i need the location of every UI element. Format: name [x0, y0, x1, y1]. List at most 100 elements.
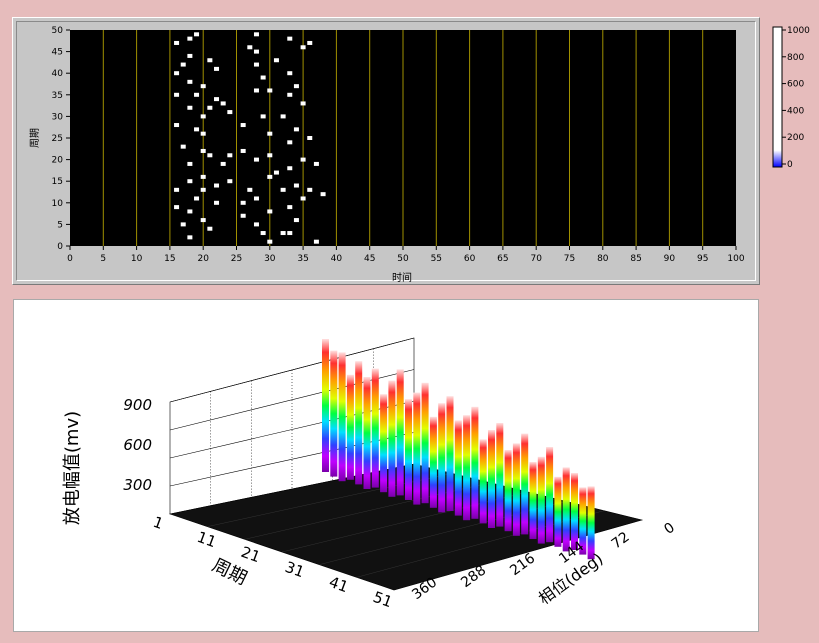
x-tick-label: 0: [67, 254, 73, 264]
y-tick-label: 5: [57, 220, 63, 230]
intensity-point: [174, 40, 180, 45]
3d-bar: [496, 423, 504, 527]
intensity-point: [293, 127, 299, 132]
intensity-point: [207, 226, 213, 231]
y-axis-ticks: 0 5 10 15 20 25 30 35 40 45 50: [52, 26, 70, 252]
intensity-point: [320, 192, 326, 197]
intensity-point: [187, 79, 193, 84]
color-scale-ticks: 1000 800 600 400 200 0: [782, 26, 810, 170]
3d-bar: [454, 420, 462, 516]
3d-bar: [363, 377, 371, 489]
3d-plot-panel: 900 600 300 1 11 21 31 41 51 0 72 144 216 288 360 放电…: [13, 299, 759, 632]
intensity-point: [220, 161, 226, 166]
y-tick-label: 45: [52, 48, 63, 58]
3d-bar: [421, 382, 429, 504]
z-tick-label: 900: [123, 396, 152, 414]
intensity-point: [287, 71, 293, 76]
intensity-point: [287, 36, 293, 41]
y-tick-label: 35: [52, 91, 63, 101]
intensity-point: [287, 231, 293, 236]
intensity-point: [267, 239, 273, 244]
z-tick-label: 300: [123, 476, 152, 494]
intensity-point: [280, 187, 286, 192]
color-scale-legend[interactable]: 1000 800 600 400 200 0: [770, 22, 819, 172]
intensity-point: [273, 58, 279, 63]
3d-bar: [355, 361, 363, 485]
x-tick-label: 75: [564, 254, 575, 264]
x-tick-label: 60: [464, 254, 476, 264]
intensity-point: [174, 71, 180, 76]
intensity-point: [194, 32, 200, 37]
3d-bar: [587, 486, 595, 560]
intensity-graph[interactable]: 0 5 10 15 20 25 30 35 40 45 50 55 60 65 70 75 80 85 90 95 10…: [13, 18, 761, 286]
intensity-point: [253, 196, 259, 201]
intensity-point: [247, 187, 253, 192]
cycle-tick-label: 1: [151, 513, 166, 533]
z-axis-label: 放电幅值(mv): [62, 411, 83, 525]
intensity-point: [227, 179, 233, 184]
intensity-point: [200, 131, 206, 136]
color-scale-tick-label: 0: [787, 160, 793, 170]
intensity-point: [280, 231, 286, 236]
3d-bar: [413, 392, 421, 505]
intensity-point: [214, 97, 220, 102]
intensity-point: [174, 187, 180, 192]
3d-bar: [330, 350, 338, 477]
intensity-point: [293, 218, 299, 223]
3d-bar: [338, 352, 346, 482]
intensity-point: [180, 144, 186, 149]
z-axis-ticks: 900 600 300: [123, 396, 152, 494]
3d-bar: [504, 450, 512, 532]
3d-bar: [388, 380, 396, 497]
intensity-point: [174, 205, 180, 210]
3d-bar: [546, 447, 554, 543]
intensity-point: [267, 153, 273, 158]
x-tick-label: 100: [727, 254, 744, 264]
3d-bar: [512, 443, 520, 536]
3d-bar: [537, 456, 545, 544]
3d-bar: [380, 394, 388, 493]
x-tick-label: 20: [197, 254, 209, 264]
y-tick-label: 0: [57, 242, 63, 252]
3d-bar: [396, 369, 404, 496]
color-scale-bar: [772, 26, 783, 168]
y-tick-label: 10: [52, 199, 64, 209]
x-tick-label: 35: [297, 254, 308, 264]
x-axis-label: 时间: [392, 271, 412, 284]
x-tick-label: 5: [100, 254, 106, 264]
intensity-point: [287, 140, 293, 145]
intensity-point: [267, 88, 273, 93]
intensity-graph-panel: 0 5 10 15 20 25 30 35 40 45 50 55 60 65 70 75 80 85 90 95 10…: [12, 17, 760, 285]
intensity-point: [293, 84, 299, 89]
3d-bar: [471, 406, 479, 519]
3d-bar: [479, 439, 487, 524]
3d-bar: [554, 476, 562, 547]
intensity-point: [313, 161, 319, 166]
intensity-point: [300, 196, 306, 201]
intensity-point: [260, 75, 266, 80]
3d-bar: [529, 462, 537, 539]
y-axis-label: 周期: [29, 128, 41, 148]
intensity-point: [253, 49, 259, 54]
intensity-point: [307, 40, 313, 45]
floor-gridline: [281, 491, 529, 553]
3d-bar: [579, 487, 587, 555]
intensity-point: [227, 110, 233, 115]
intensity-point: [287, 205, 293, 210]
3d-bars: [322, 339, 595, 560]
phase-tick-label: 72: [609, 529, 633, 552]
x-tick-label: 15: [164, 254, 175, 264]
intensity-point: [194, 127, 200, 132]
intensity-point: [214, 183, 220, 188]
x-tick-label: 30: [264, 254, 276, 264]
intensity-point: [200, 187, 206, 192]
color-scale-tick-label: 400: [787, 106, 804, 116]
intensity-point: [214, 200, 220, 205]
3d-bar: [521, 433, 529, 535]
x-tick-label: 50: [397, 254, 409, 264]
intensity-point: [300, 101, 306, 106]
vertical-gridlines: [102, 30, 704, 246]
z-tick-label: 600: [123, 436, 152, 454]
intensity-point: [253, 32, 259, 37]
